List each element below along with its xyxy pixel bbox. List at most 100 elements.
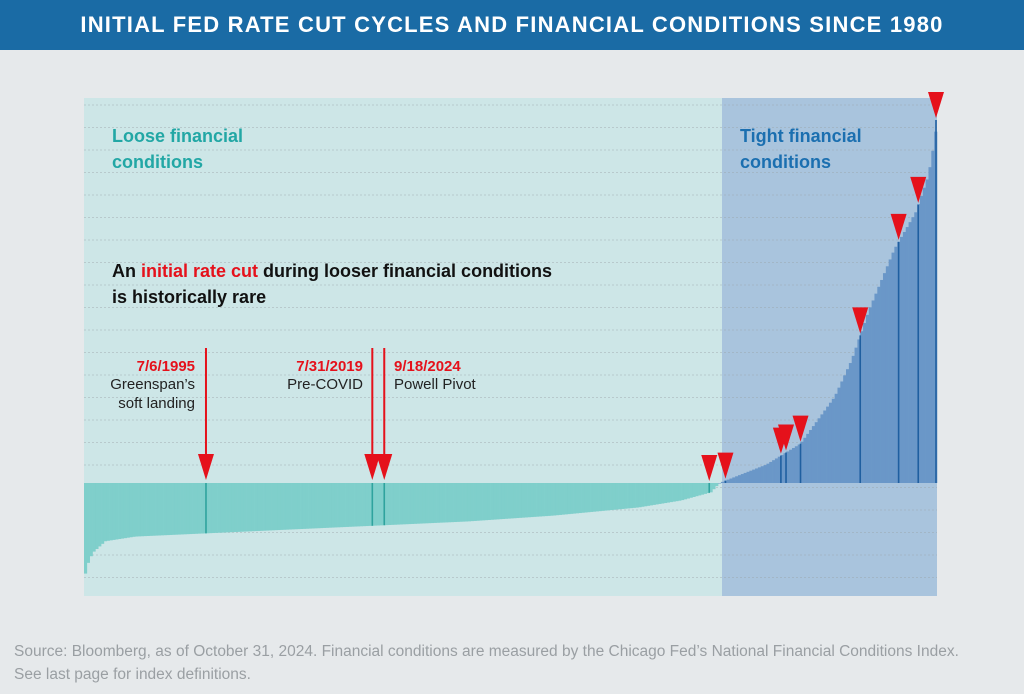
data-bar [615,483,619,510]
data-bar [519,483,523,518]
data-bar [265,483,270,531]
data-bar [456,483,460,522]
data-bar [325,483,329,528]
data-bar [240,483,244,532]
data-bar [479,483,483,521]
data-bar [692,483,696,497]
data-bar [735,476,739,483]
data-bar [337,483,341,528]
data-bar [200,483,204,534]
data-bar [800,441,804,483]
annotation-date-1995: 7/6/1995 [137,358,195,375]
data-bar [550,483,554,516]
data-bar [837,387,841,483]
data-bar [231,483,235,533]
cut-marker [910,176,927,203]
data-bar [86,483,90,563]
data-bar [655,483,659,505]
chart: Loose financial conditions Tight financi… [84,92,944,596]
data-bar [894,246,898,483]
data-bar [703,483,707,494]
data-bar [211,483,216,534]
data-bar [322,483,326,528]
data-bar [314,483,318,529]
data-bar [374,483,378,526]
data-bar [902,231,907,483]
data-bar [197,483,201,534]
data-bar [578,483,582,514]
data-bar [405,483,409,525]
header-bar: INITIAL FED RATE CUT CYCLES AND FINANCIA… [0,0,1024,50]
data-bar [925,179,929,483]
data-bar [300,483,304,530]
data-bar [334,483,338,528]
cut-marker [364,454,381,480]
data-bar [675,483,679,502]
data-bar [504,483,508,519]
data-bar [865,314,870,483]
data-bar [791,447,796,483]
data-bar [138,483,142,537]
data-bar [283,483,287,530]
source-line1: Source: Bloomberg, as of October 31, 202… [14,643,959,660]
data-bar [581,483,585,513]
data-bar [797,444,801,483]
data-bar [359,483,363,527]
data-bar [152,483,156,536]
data-bar [496,483,500,520]
data-bar [115,483,119,540]
data-bar [521,483,526,518]
annotation-text-2019: Pre-COVID [287,376,363,393]
data-bar [410,483,415,524]
data-bar [436,483,440,523]
data-bar [570,483,574,514]
data-bar [416,483,420,524]
data-bar [376,483,380,526]
data-bar [621,483,625,509]
data-bar [510,483,514,519]
data-bar [780,454,784,483]
data-bar [561,483,565,515]
data-bar [109,483,113,541]
data-bar [368,483,372,526]
data-bar [803,437,807,483]
data-bar [186,483,190,535]
data-bar [595,483,599,512]
data-bar [607,483,611,511]
data-bar [217,483,221,533]
data-bar [98,483,102,547]
data-bar [848,363,852,483]
cut-marker [376,454,393,480]
data-bar [919,195,924,483]
annotation-arrows [204,348,386,466]
data-bar [811,426,816,483]
data-bar [752,469,756,483]
data-bar [726,479,730,483]
data-bar [507,483,511,519]
data-bar [220,483,224,533]
data-bar [874,293,878,483]
data-bar [649,483,653,506]
data-bar [888,259,892,483]
data-bar [328,483,332,528]
data-bar [547,483,551,516]
data-bar [769,461,773,483]
data-bar [351,483,355,527]
data-bar [701,483,705,495]
data-bar [772,460,776,483]
data-bar [467,483,471,522]
data-bar [288,483,292,530]
data-bar [473,483,477,521]
data-bar [587,483,591,513]
data-bar [678,483,682,501]
data-bar [905,227,909,483]
data-bar [786,451,790,483]
cut-marker [197,454,214,480]
data-bar [490,483,494,520]
data-bar [484,483,489,521]
data-bar [513,483,517,519]
loose-label-line2: conditions [112,152,203,172]
data-bar [533,483,537,517]
data-bar [89,483,93,557]
data-bar [604,483,608,511]
